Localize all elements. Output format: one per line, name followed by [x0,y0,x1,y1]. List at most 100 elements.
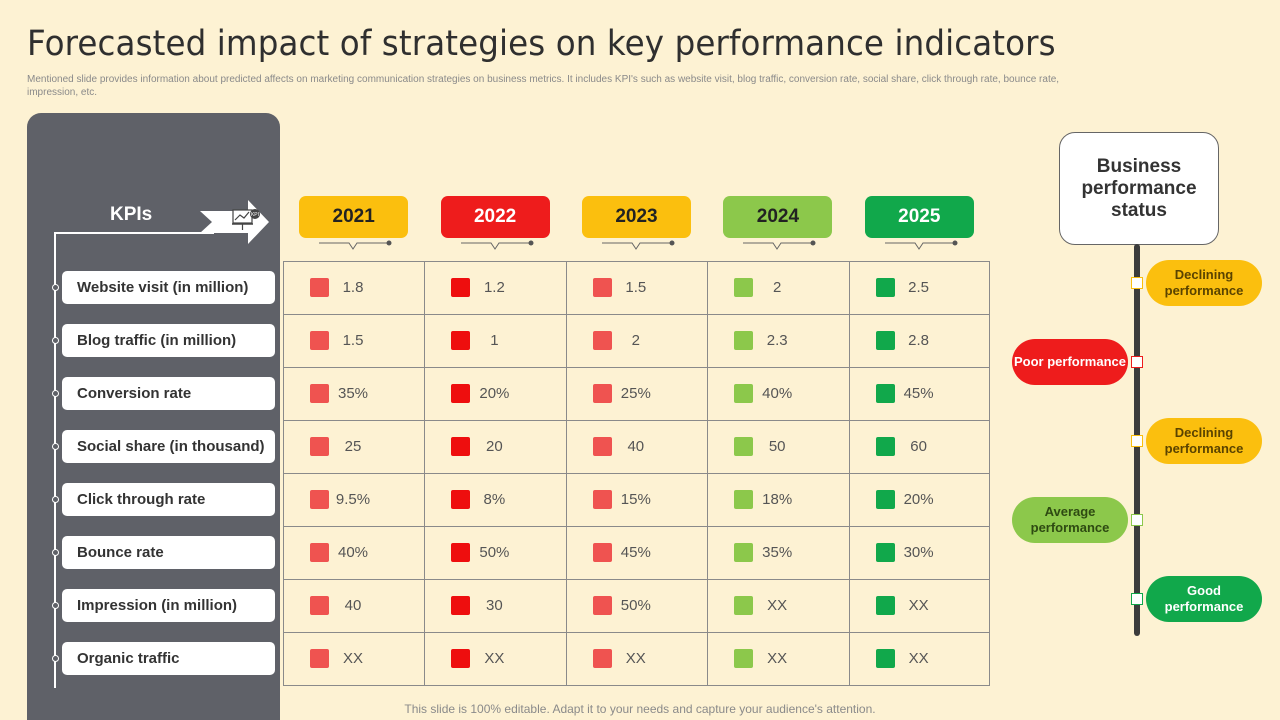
table-cell-value: 1.5 [625,279,647,296]
table-cell-value: 18% [762,491,793,508]
table-cell-value: 20% [479,385,510,402]
table-cell-value: XX [625,650,646,667]
table-cell-value: 45% [620,544,651,561]
year-connector [884,240,958,250]
status-square [592,596,612,615]
kpi-item: Bounce rate [62,536,275,569]
status-square [451,649,471,668]
footer-note: This slide is 100% editable. Adapt it to… [404,702,876,716]
table-cell-value: 2.3 [766,332,788,349]
table-cell-value: 50 [768,438,786,455]
kpi-bullet [51,443,59,450]
table-cell-value: 15% [620,491,651,508]
kpi-connector-vertical [54,232,56,688]
status-square [592,437,612,456]
year-connector [602,240,675,250]
grid-row-line [283,314,990,315]
grid-row-line [283,367,990,368]
status-square [875,278,895,297]
table-cell-value: 2 [773,279,782,296]
year-badge-2022: 2022 [440,196,550,238]
status-pill: Good performance [1146,576,1262,622]
table-cell-value: 2.5 [908,279,930,296]
status-square [451,278,471,297]
status-square [451,384,471,403]
kpi-bullet [51,602,59,609]
page-title: Forecasted impact of strategies on key p… [27,24,1056,64]
grid-row-line [283,420,990,421]
kpi-item: Click through rate [62,483,275,516]
status-square [310,490,329,509]
status-square [875,331,895,350]
year-badge-2025: 2025 [864,196,974,238]
status-pill: Declining performance [1146,418,1262,464]
status-square [310,437,329,456]
year-connector [743,240,816,250]
year-badge-2023: 2023 [582,196,691,238]
table-cell-value: 20 [486,438,503,455]
status-square [875,384,895,403]
table-cell-value: 2 [631,332,640,349]
status-square [310,649,329,668]
status-square [734,384,754,403]
kpi-item: Website visit (in million) [62,271,275,304]
status-square [734,596,754,615]
table-cell-value: 50% [479,544,510,561]
year-badge-2024: 2024 [723,196,833,238]
table-cell-value: XX [908,597,929,614]
kpi-presentation-icon: KPI [232,209,260,230]
year-badge-2021: 2021 [299,196,409,238]
kpi-arrow-icon: KPI [200,200,269,244]
status-square [310,596,329,615]
status-node [1131,593,1143,605]
kpi-bullet [51,337,59,344]
status-square [592,543,612,562]
status-pill: Average performance [1012,497,1128,543]
table-cell-value: 1 [490,332,499,349]
status-square [592,649,612,668]
table-cell-value: 2.8 [908,332,930,349]
kpi-bullet [51,284,59,291]
status-square [310,543,329,562]
table-cell-value: XX [767,597,788,614]
status-square [592,278,612,297]
kpi-bullet [51,496,59,503]
table-cell-value: 1.5 [342,332,364,349]
status-square [734,490,754,509]
page-subtitle: Mentioned slide provides information abo… [27,74,1060,98]
status-square [592,490,612,509]
status-square [734,543,754,562]
table-cell-value: 45% [903,385,934,402]
table-cell-value: 35% [762,544,793,561]
grid-row-line [283,579,990,580]
status-square [875,649,895,668]
table-cell-value: 50% [620,597,651,614]
table-cell-value: 30 [486,597,503,614]
kpi-icon-text: KPI [251,212,259,218]
kpi-bullet [51,549,59,556]
status-square [451,437,471,456]
table-cell-value: 40% [337,544,369,561]
table-cell-value: 30% [903,544,934,561]
kpi-bullet [51,655,59,662]
table-cell-value: 1.2 [483,279,505,296]
status-node [1131,356,1143,368]
status-square [734,649,754,668]
status-square [875,596,895,615]
status-square [875,543,895,562]
status-node [1131,435,1143,447]
status-title-box: Business performance status [1059,132,1219,245]
table-cell-value: 40 [344,597,362,614]
table-cell-value: 9.5% [335,491,371,508]
status-square [451,331,471,350]
status-square [310,331,329,350]
table-cell-value: 25 [344,438,362,455]
kpi-item: Organic traffic [62,642,275,675]
status-pill: Poor performance [1012,339,1128,385]
status-square [451,596,471,615]
status-square [592,331,612,350]
status-square [451,490,471,509]
status-square [310,384,329,403]
status-node [1131,514,1143,526]
year-connector [460,240,534,250]
